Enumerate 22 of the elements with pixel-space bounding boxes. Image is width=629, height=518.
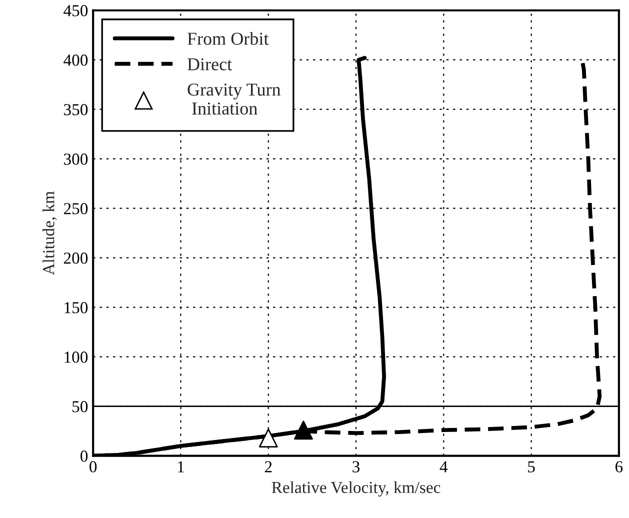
y-tick-label: 250: [64, 203, 88, 214]
legend-label: Gravity Turn Initiation: [188, 84, 281, 115]
legend-label: From Orbit: [188, 32, 269, 45]
y-tick-label: 0: [80, 450, 88, 462]
y-tick-label: 450: [64, 5, 88, 16]
y-tick-label: 150: [64, 302, 88, 314]
legend-label: Direct: [188, 58, 232, 70]
y-axis-title: Altitude, km: [42, 191, 57, 276]
x-tick-label: 2: [264, 461, 272, 472]
y-tick-label: 300: [64, 154, 88, 165]
x-axis-title: Relative Velocity, km/sec: [272, 481, 440, 497]
x-tick-label: 6: [615, 461, 623, 472]
x-tick-label: 3: [352, 461, 360, 472]
y-tick-label: 400: [64, 54, 88, 66]
x-tick-label: 0: [90, 461, 97, 472]
y-tick-label: 50: [72, 401, 88, 412]
y-tick-label: 350: [64, 104, 88, 116]
x-tick-label: 1: [178, 461, 184, 472]
x-tick-label: 5: [528, 461, 535, 472]
y-tick-label: 100: [64, 352, 88, 363]
y-tick-label: 200: [64, 252, 88, 264]
x-tick-label: 4: [440, 461, 448, 472]
